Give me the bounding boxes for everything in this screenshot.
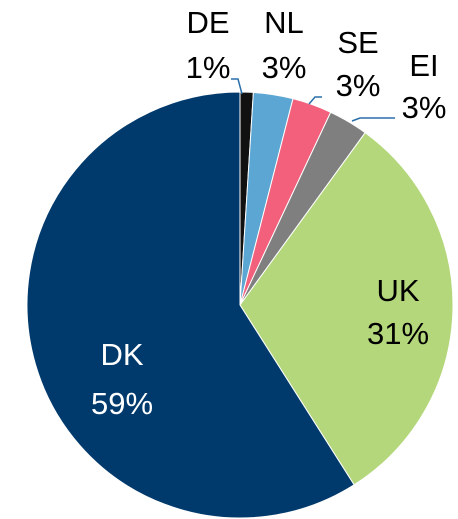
value-label: 1% <box>186 50 231 85</box>
leader-line <box>231 78 243 95</box>
slice-label: DK <box>100 337 143 372</box>
value-label: 3% <box>336 68 381 103</box>
slice-label: UK <box>376 273 419 308</box>
slices <box>26 91 454 519</box>
pie-slice <box>26 91 355 519</box>
slice-label: SE <box>337 25 378 60</box>
leader-lines <box>231 78 395 122</box>
value-label: 3% <box>262 50 307 85</box>
value-label: 59% <box>91 386 153 421</box>
slice-label: NL <box>264 5 304 40</box>
value-label: 31% <box>367 316 429 351</box>
slice-label: EI <box>409 48 438 83</box>
slice-label: DE <box>186 5 229 40</box>
leader-line <box>351 117 395 122</box>
value-label: 3% <box>402 90 447 125</box>
pie-slice <box>239 131 454 486</box>
leader-line <box>308 96 322 105</box>
